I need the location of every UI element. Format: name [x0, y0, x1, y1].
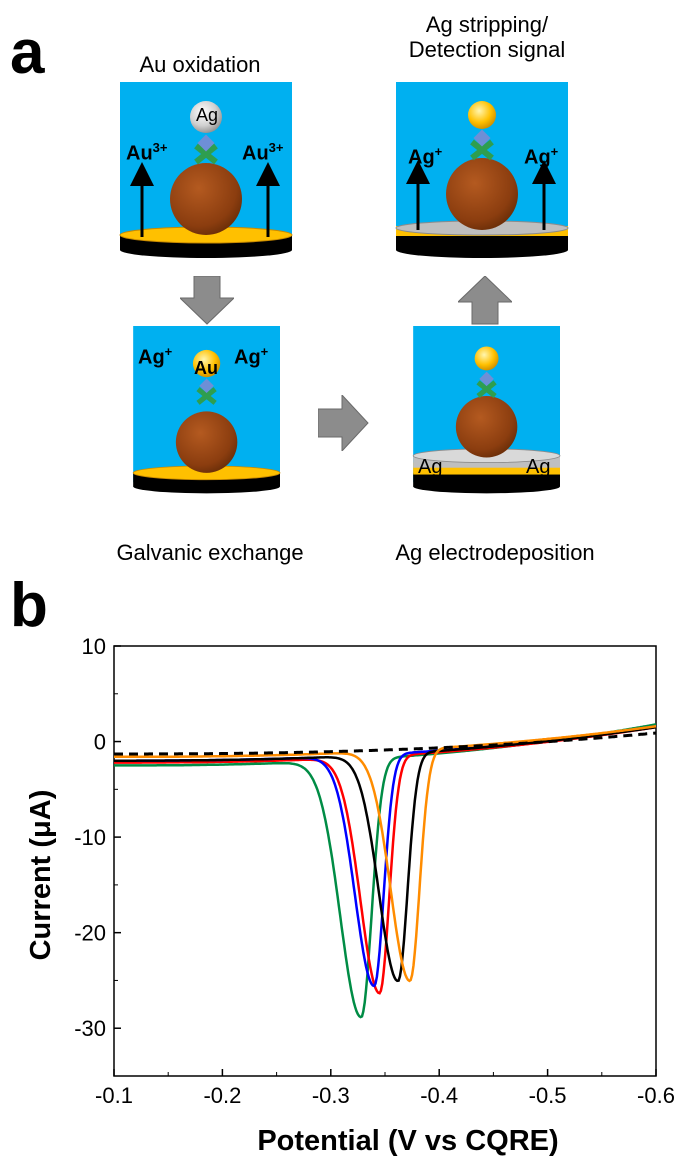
scene-au-oxidation: Ag Au3+ Au3+: [119, 82, 300, 258]
antibody-cross-icon: [196, 387, 217, 405]
process-arrow-up-icon: [458, 276, 512, 325]
y-tick-label: 0: [94, 730, 106, 755]
bead-label: Au: [194, 358, 218, 378]
ion-label-left: Ag+: [408, 144, 443, 169]
x-tick-label: -0.4: [420, 1083, 458, 1108]
gold-nanoparticle: [468, 101, 496, 129]
ion-label-left: Ag+: [138, 344, 173, 369]
y-tick-label: -20: [74, 921, 106, 946]
x-tick-label: -0.5: [529, 1083, 567, 1108]
panel-a-letter: a: [10, 18, 45, 87]
process-arrow-down-icon: [180, 276, 234, 325]
y-axis-title: Current (μA): [25, 790, 57, 961]
ion-label-left: Au3+: [126, 140, 168, 165]
ion-label-right: Au3+: [242, 140, 284, 165]
caption-ag-electrodeposition: Ag electrodeposition: [395, 540, 595, 565]
deposit-label-left: Ag: [418, 456, 443, 478]
magnetic-bead: [446, 158, 518, 230]
series-line-5: [114, 731, 657, 756]
y-tick-label: 10: [82, 634, 106, 659]
voltammetry-chart: -0.1 -0.2 -0.3 -0.4 -0.5 -0.6 10 0 -10 -20 -30 Pot…: [0, 600, 687, 1163]
antibody-cross-icon: [194, 143, 218, 165]
y-tick-label: -30: [74, 1016, 106, 1041]
x-axis-title: Potential (V vs CQRE): [257, 1125, 558, 1157]
series-line-4: [114, 725, 657, 983]
antibody-cross-icon: [476, 380, 497, 398]
y-tick-label: -10: [74, 825, 106, 850]
ion-label-right: Ag+: [524, 144, 559, 169]
antibody-cross-icon: [470, 139, 494, 161]
x-tick-label: -0.1: [95, 1083, 133, 1108]
scene-ag-electrodeposition: Ag Ag: [400, 326, 580, 501]
ion-label-right: Ag+: [234, 344, 269, 369]
caption-au-oxidation: Au oxidation: [139, 52, 261, 77]
gold-nanoparticle: [192, 349, 221, 378]
panel-b-letter: b: [10, 571, 48, 640]
x-tick-label: -0.6: [637, 1083, 675, 1108]
scene-galvanic-exchange: Au Ag+ Ag+: [120, 326, 300, 501]
deposit-label-right: Ag: [526, 456, 551, 478]
caption-ag-stripping: Ag stripping/ Detection signal: [408, 12, 566, 63]
magnetic-bead: [175, 411, 238, 473]
scene-ag-stripping: Ag+ Ag+: [395, 82, 576, 258]
magnetic-bead: [455, 396, 518, 458]
caption-galvanic-exchange: Galvanic exchange: [116, 540, 304, 565]
process-arrow-right-icon: [318, 395, 369, 451]
magnetic-bead: [170, 163, 242, 235]
silver-nanoparticle: [190, 101, 222, 133]
x-tick-label: -0.2: [203, 1083, 241, 1108]
gold-nanoparticle: [474, 346, 499, 371]
bead-label: Ag: [196, 105, 219, 125]
x-tick-label: -0.3: [312, 1083, 350, 1108]
